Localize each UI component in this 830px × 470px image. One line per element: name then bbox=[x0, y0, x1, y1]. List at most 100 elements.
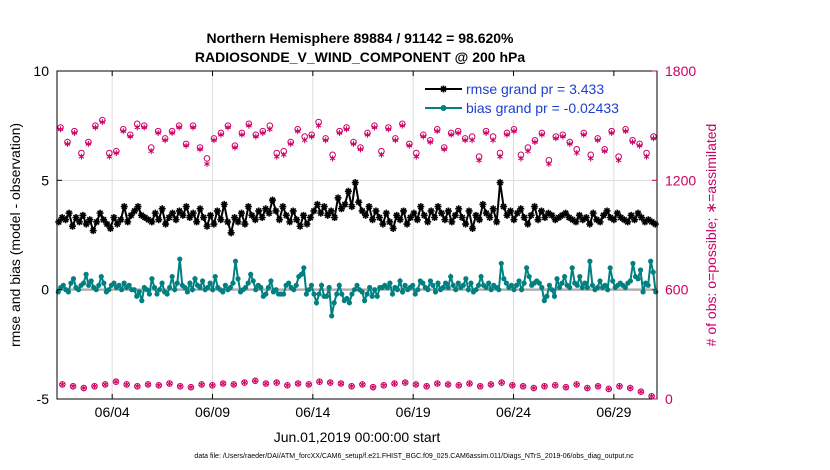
bias-point bbox=[144, 287, 150, 293]
rmse-point bbox=[55, 218, 63, 226]
bias-point bbox=[286, 280, 292, 286]
x-tick-label: 06/09 bbox=[195, 404, 230, 420]
rmse-point bbox=[79, 211, 87, 219]
obs_assimilated-point bbox=[420, 133, 427, 140]
rmse-point bbox=[641, 218, 649, 226]
rmse-point bbox=[648, 218, 656, 226]
bias-point bbox=[551, 293, 558, 299]
rmse-point bbox=[644, 216, 652, 224]
rmse-point bbox=[465, 207, 473, 215]
bias-point bbox=[159, 280, 165, 286]
obs_assimilated-point bbox=[566, 140, 573, 147]
bias-point bbox=[384, 284, 390, 291]
obs_low_assimilated-point bbox=[295, 380, 301, 387]
rmse-point bbox=[631, 216, 639, 224]
bias-point bbox=[316, 291, 322, 297]
obs_assimilated-point bbox=[476, 157, 482, 164]
bias-point bbox=[526, 273, 532, 280]
bias-point bbox=[605, 287, 611, 293]
bias-point bbox=[648, 258, 654, 264]
obs_assimilated-point bbox=[511, 128, 517, 135]
bias-point bbox=[443, 280, 449, 286]
bias-point bbox=[351, 287, 358, 293]
bias-point bbox=[329, 313, 335, 319]
bias-point bbox=[394, 287, 401, 293]
obs_assimilated-point bbox=[615, 157, 622, 164]
legend-bias-marker bbox=[440, 105, 447, 111]
bias-point bbox=[268, 278, 274, 284]
obs_low_assimilated-point bbox=[220, 380, 226, 387]
rmse-point bbox=[596, 218, 604, 226]
bias-point bbox=[210, 287, 216, 293]
bias-point bbox=[301, 265, 307, 271]
obs_low_assimilated-point bbox=[177, 383, 184, 390]
bias-point bbox=[574, 282, 580, 288]
obs_assimilated-point bbox=[287, 140, 294, 147]
obs_low_assimilated-point bbox=[284, 382, 291, 389]
obs_low_assimilated-point bbox=[230, 381, 237, 388]
rmse-point bbox=[124, 218, 132, 226]
rmse-point bbox=[362, 211, 370, 219]
obs_assimilated-point bbox=[190, 124, 196, 131]
bias-point bbox=[197, 284, 203, 291]
bias-point bbox=[164, 291, 170, 297]
rmse-point bbox=[272, 207, 280, 215]
bias-point bbox=[369, 293, 375, 299]
bias-point bbox=[549, 287, 555, 293]
bias-point bbox=[602, 282, 608, 288]
bias-point bbox=[584, 284, 590, 291]
rmse-point bbox=[186, 214, 194, 222]
rmse-point bbox=[193, 218, 201, 226]
series-obs_possible bbox=[57, 116, 657, 164]
rmse-point bbox=[575, 211, 583, 219]
obs_assimilated-point bbox=[434, 128, 441, 135]
obs_low_assimilated-point bbox=[573, 381, 580, 388]
rmse-point bbox=[541, 214, 549, 222]
rmse-point bbox=[513, 209, 521, 217]
obs_low_assimilated-point bbox=[327, 379, 334, 386]
bias-point bbox=[118, 287, 125, 293]
rmse-point bbox=[413, 216, 421, 224]
obs_assimilated-point bbox=[322, 137, 329, 144]
obs_assimilated-point bbox=[587, 155, 594, 162]
rmse-point bbox=[551, 216, 559, 224]
bias-point bbox=[298, 271, 304, 277]
rmse-point bbox=[227, 229, 235, 237]
bias-point bbox=[559, 280, 565, 286]
rmse-point bbox=[137, 211, 145, 219]
obs_assimilated-point bbox=[364, 131, 371, 138]
rmse-point bbox=[475, 216, 483, 224]
rmse-point bbox=[510, 216, 518, 224]
obs_low_assimilated-point bbox=[113, 378, 119, 385]
obs_assimilated-point bbox=[636, 142, 643, 149]
obs_assimilated-point bbox=[78, 153, 85, 160]
rmse-point bbox=[531, 203, 539, 211]
bias-point bbox=[273, 287, 279, 293]
obs_assimilated-point bbox=[183, 142, 189, 149]
bias-point bbox=[192, 276, 198, 282]
bias-point bbox=[339, 291, 345, 297]
rmse-point bbox=[248, 211, 256, 219]
obs_low_assimilated-point bbox=[498, 379, 505, 386]
obs_low_assimilated-point bbox=[434, 380, 441, 387]
rmse-point bbox=[313, 200, 321, 208]
bias-point bbox=[169, 273, 175, 280]
bias-point bbox=[121, 280, 127, 286]
bias-point bbox=[349, 291, 355, 297]
y-axis-label: rmse and bias (model - observation) bbox=[7, 123, 23, 347]
rmse-point bbox=[503, 211, 511, 219]
bias-point bbox=[187, 280, 193, 286]
bias-point bbox=[308, 282, 315, 288]
rmse-point bbox=[158, 205, 166, 213]
rmse-point bbox=[586, 220, 594, 228]
rmse-point bbox=[334, 194, 342, 202]
obs_assimilated-point bbox=[525, 148, 531, 155]
rmse-point bbox=[424, 218, 432, 226]
obs_assimilated-point bbox=[64, 140, 71, 147]
bias-point bbox=[473, 287, 479, 293]
bias-point bbox=[70, 276, 77, 282]
rmse-point bbox=[93, 218, 101, 226]
rmse-point bbox=[200, 214, 208, 222]
rmse-point bbox=[420, 211, 428, 219]
rmse-point bbox=[472, 211, 480, 219]
